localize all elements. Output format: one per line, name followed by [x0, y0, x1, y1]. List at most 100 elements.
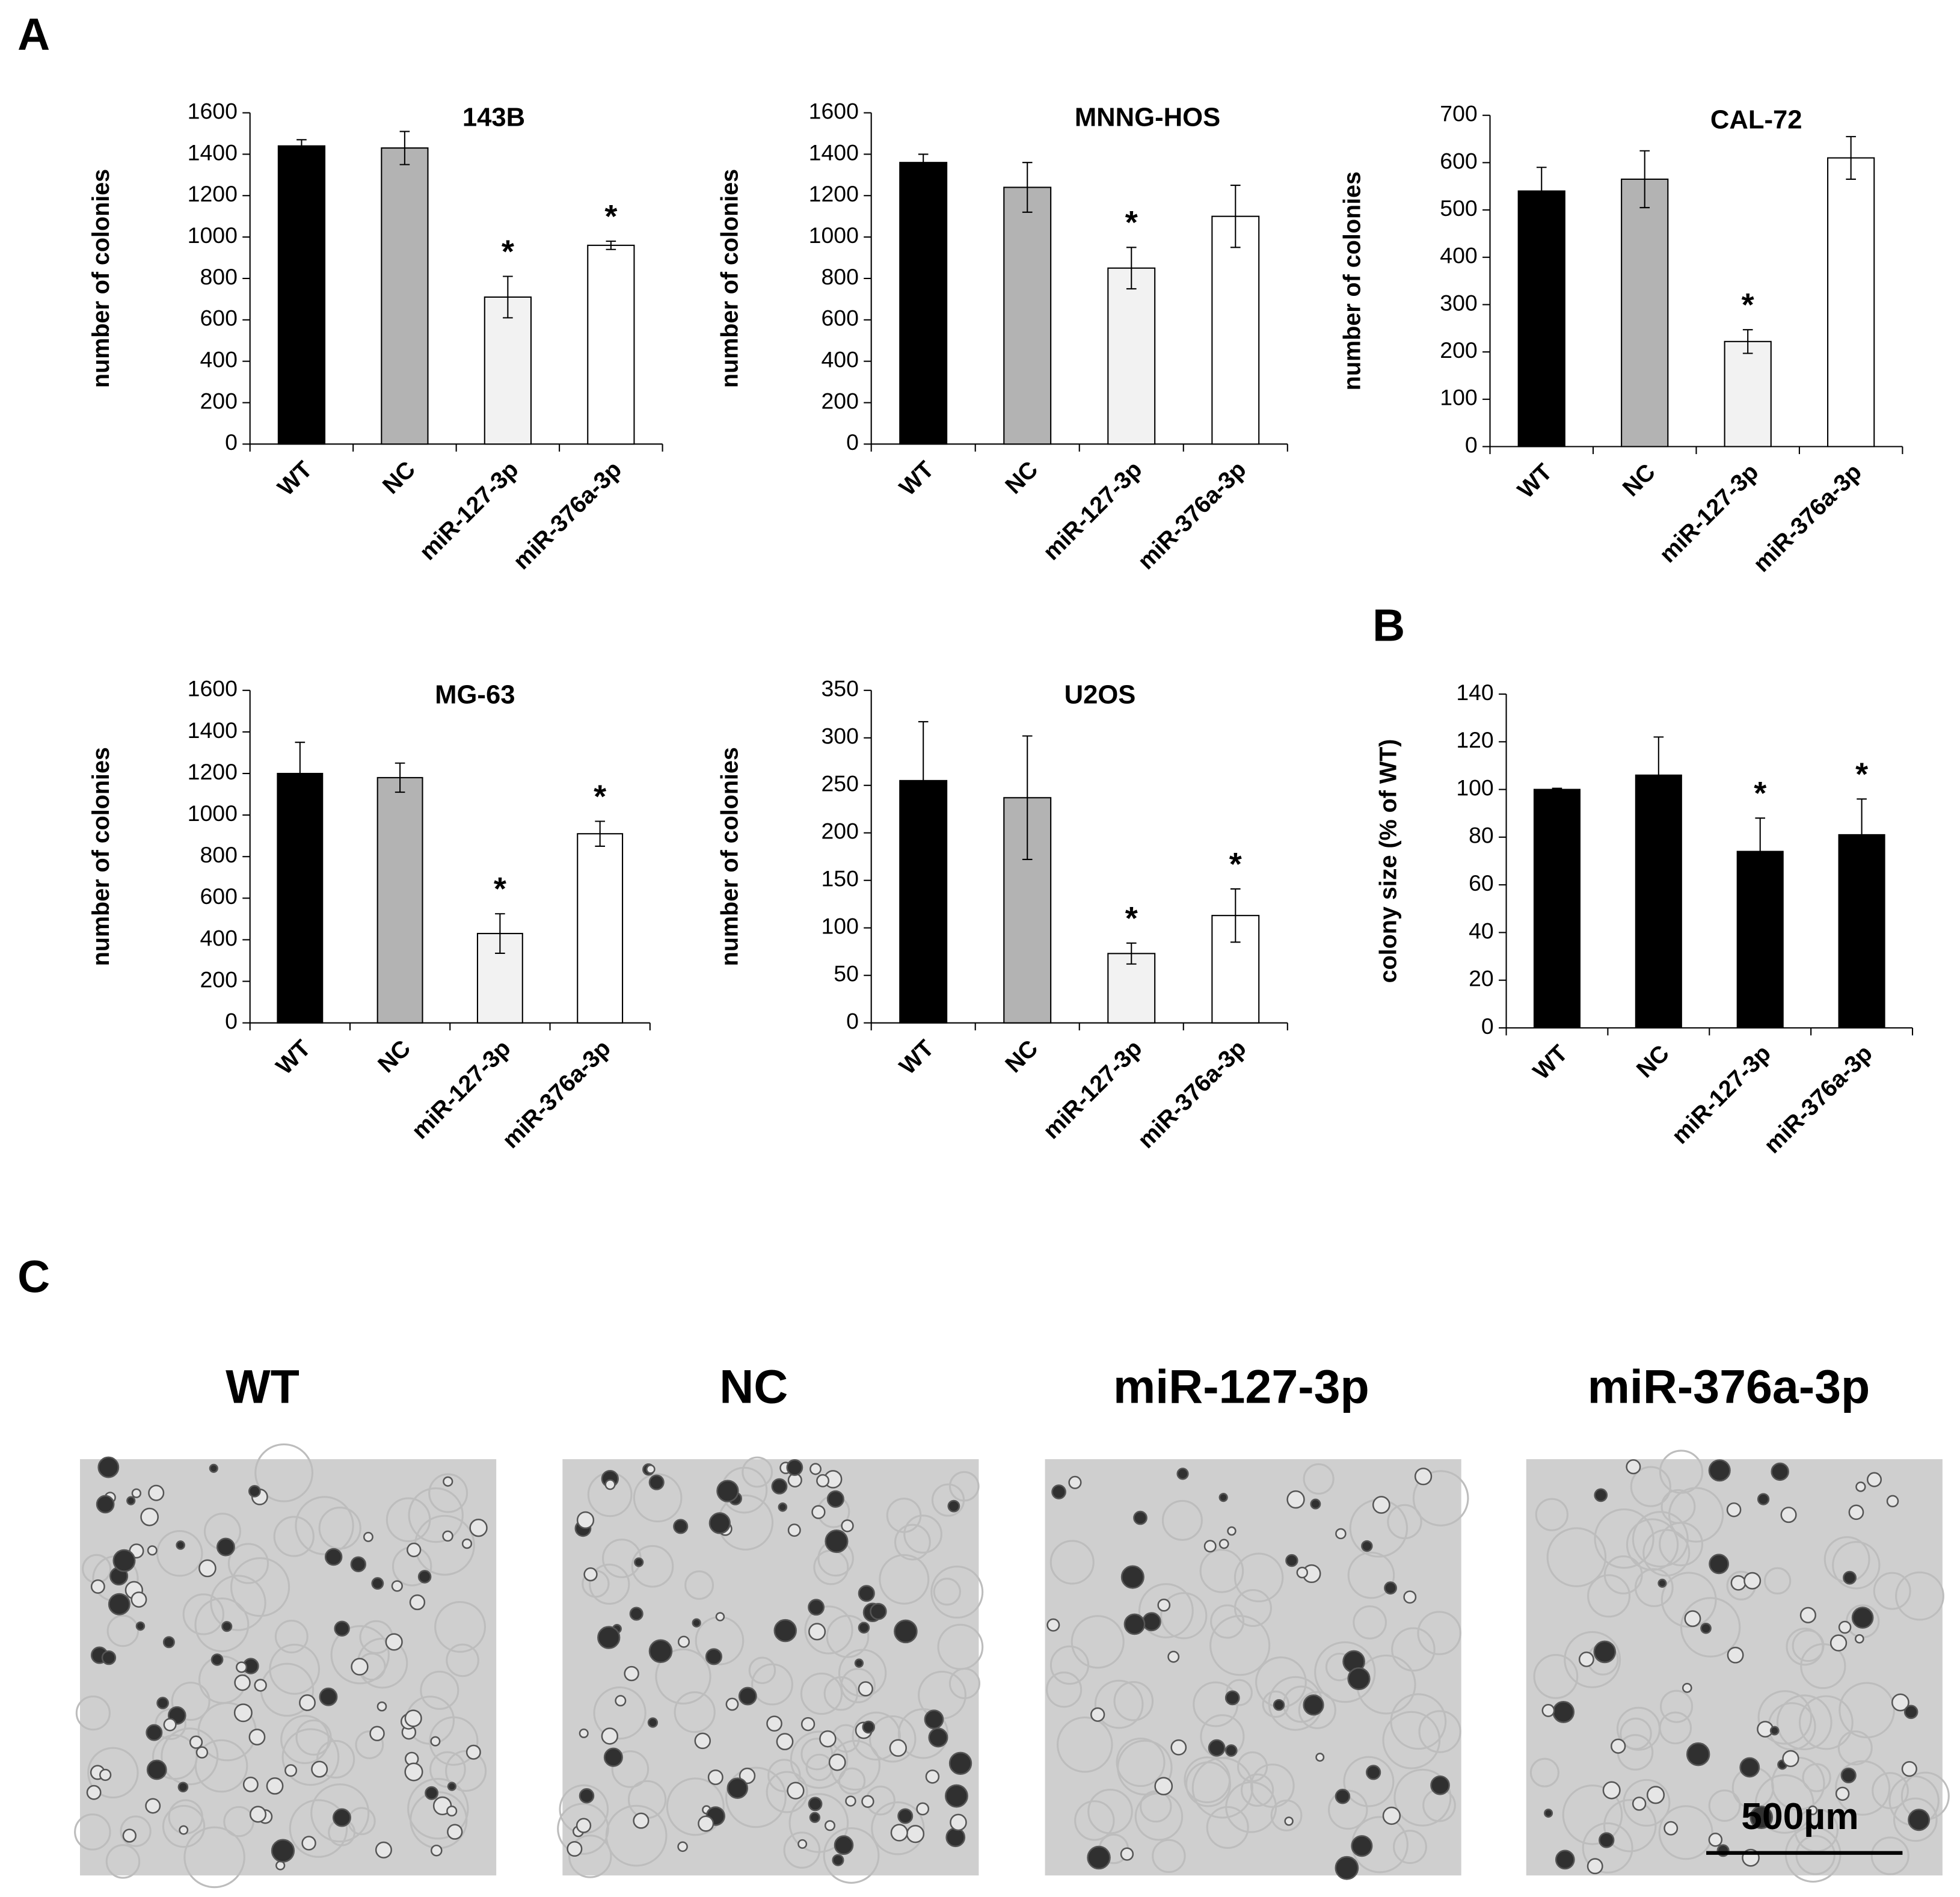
error-bar [399, 131, 410, 165]
cell [947, 1499, 960, 1513]
y-tick-label: 800 [200, 264, 237, 289]
cell-halo [1626, 1518, 1679, 1571]
cell-halo [105, 1844, 141, 1879]
cell [597, 1626, 621, 1649]
y-tick-label: 1400 [809, 140, 859, 165]
cell-halo [281, 1728, 340, 1786]
y-tick-label: 1600 [809, 98, 859, 123]
cell-halo [666, 1777, 725, 1836]
cell-halo [1209, 1615, 1271, 1676]
cell-halo [1391, 1627, 1436, 1672]
cell-halo [407, 1777, 469, 1840]
error-bar [1536, 167, 1547, 215]
cell [1203, 1540, 1217, 1553]
cell-halo [162, 1804, 206, 1848]
y-tick-label: 1200 [809, 181, 859, 206]
significance-marker: * [604, 198, 617, 235]
cell-halo [631, 1545, 674, 1588]
x-tick-label: miR-127-3p [1038, 456, 1147, 565]
cell-halo [1343, 1756, 1395, 1807]
cell [771, 1478, 788, 1495]
y-tick-label: 60 [1469, 870, 1494, 896]
error-bar [295, 742, 306, 805]
cell [446, 1806, 458, 1817]
x-tick-label: WT [1528, 1040, 1573, 1085]
cell [108, 1593, 131, 1616]
cell-halo [568, 1834, 612, 1878]
cell [1366, 1765, 1381, 1780]
cell-halo [1832, 1541, 1881, 1590]
y-tick-label: 80 [1469, 823, 1494, 848]
cell [1414, 1468, 1433, 1486]
cell-halo [1642, 1529, 1691, 1577]
y-tick-label: 1200 [188, 759, 238, 784]
cell [469, 1519, 488, 1537]
error-bar [1230, 185, 1241, 248]
cell [832, 1854, 844, 1866]
y-tick-label: 200 [1440, 337, 1477, 363]
cell [221, 1621, 233, 1632]
significance-marker: * [1125, 204, 1138, 241]
cell-halo [871, 1801, 925, 1855]
cell [1684, 1610, 1701, 1628]
image-caption: miR-376a-3p [1588, 1360, 1870, 1413]
error-bar [606, 240, 616, 250]
cell [1632, 1797, 1647, 1811]
bar [1211, 215, 1260, 445]
y-tick-label: 0 [225, 1009, 238, 1034]
error-bar [1755, 817, 1766, 886]
cell-halo [194, 1739, 248, 1793]
cell [1829, 1634, 1848, 1652]
cell [858, 1585, 875, 1602]
micrographs [74, 1443, 1950, 1889]
y-tick-label: 1000 [809, 223, 859, 248]
cell [692, 1618, 701, 1628]
cell [145, 1798, 161, 1814]
cell [567, 1840, 583, 1857]
significance-marker: * [1229, 846, 1242, 882]
cell [216, 1537, 235, 1557]
cell [1851, 1606, 1874, 1629]
significance-marker: * [1855, 756, 1868, 792]
cell-halo [1206, 1806, 1249, 1849]
cell [773, 1619, 797, 1643]
cell [126, 1496, 136, 1505]
cell [375, 1841, 392, 1859]
cell [647, 1717, 659, 1728]
x-tick-label: miR-127-3p [1654, 459, 1764, 568]
bar [587, 244, 635, 445]
cell [148, 1484, 165, 1501]
cell-halo [1210, 1604, 1245, 1639]
cell-halo [684, 1570, 714, 1600]
cell-halo [274, 1620, 309, 1653]
y-tick-label: 600 [821, 306, 858, 331]
cell [579, 1728, 589, 1738]
cell [99, 1768, 112, 1782]
x-tick-label: miR-127-3p [407, 1035, 516, 1145]
significance-marker: * [1754, 775, 1766, 811]
y-axis-label: number of colonies [716, 169, 743, 388]
cell [854, 1658, 864, 1668]
cell-halo [804, 1605, 853, 1655]
y-tick-label: 140 [1456, 680, 1493, 705]
y-tick-label: 1600 [188, 98, 238, 123]
cell [1372, 1496, 1390, 1514]
cell [465, 1744, 481, 1760]
x-tick-label: miR-127-3p [1038, 1035, 1147, 1145]
error-bar [918, 721, 929, 840]
cell-halo [1116, 1737, 1166, 1788]
cell [738, 1686, 757, 1706]
cell [1769, 1726, 1780, 1736]
cell-halo [897, 1708, 949, 1759]
cell [861, 1795, 874, 1808]
cell [1626, 1459, 1641, 1475]
cell [1544, 1809, 1553, 1818]
cell [1908, 1809, 1931, 1831]
cell [409, 1594, 426, 1611]
error-bar [595, 820, 605, 847]
x-tick-label: miR-127-3p [1667, 1040, 1776, 1149]
cell [809, 1463, 822, 1475]
cell [461, 1539, 473, 1549]
cell-halo [783, 1831, 821, 1869]
cell [825, 1529, 849, 1554]
